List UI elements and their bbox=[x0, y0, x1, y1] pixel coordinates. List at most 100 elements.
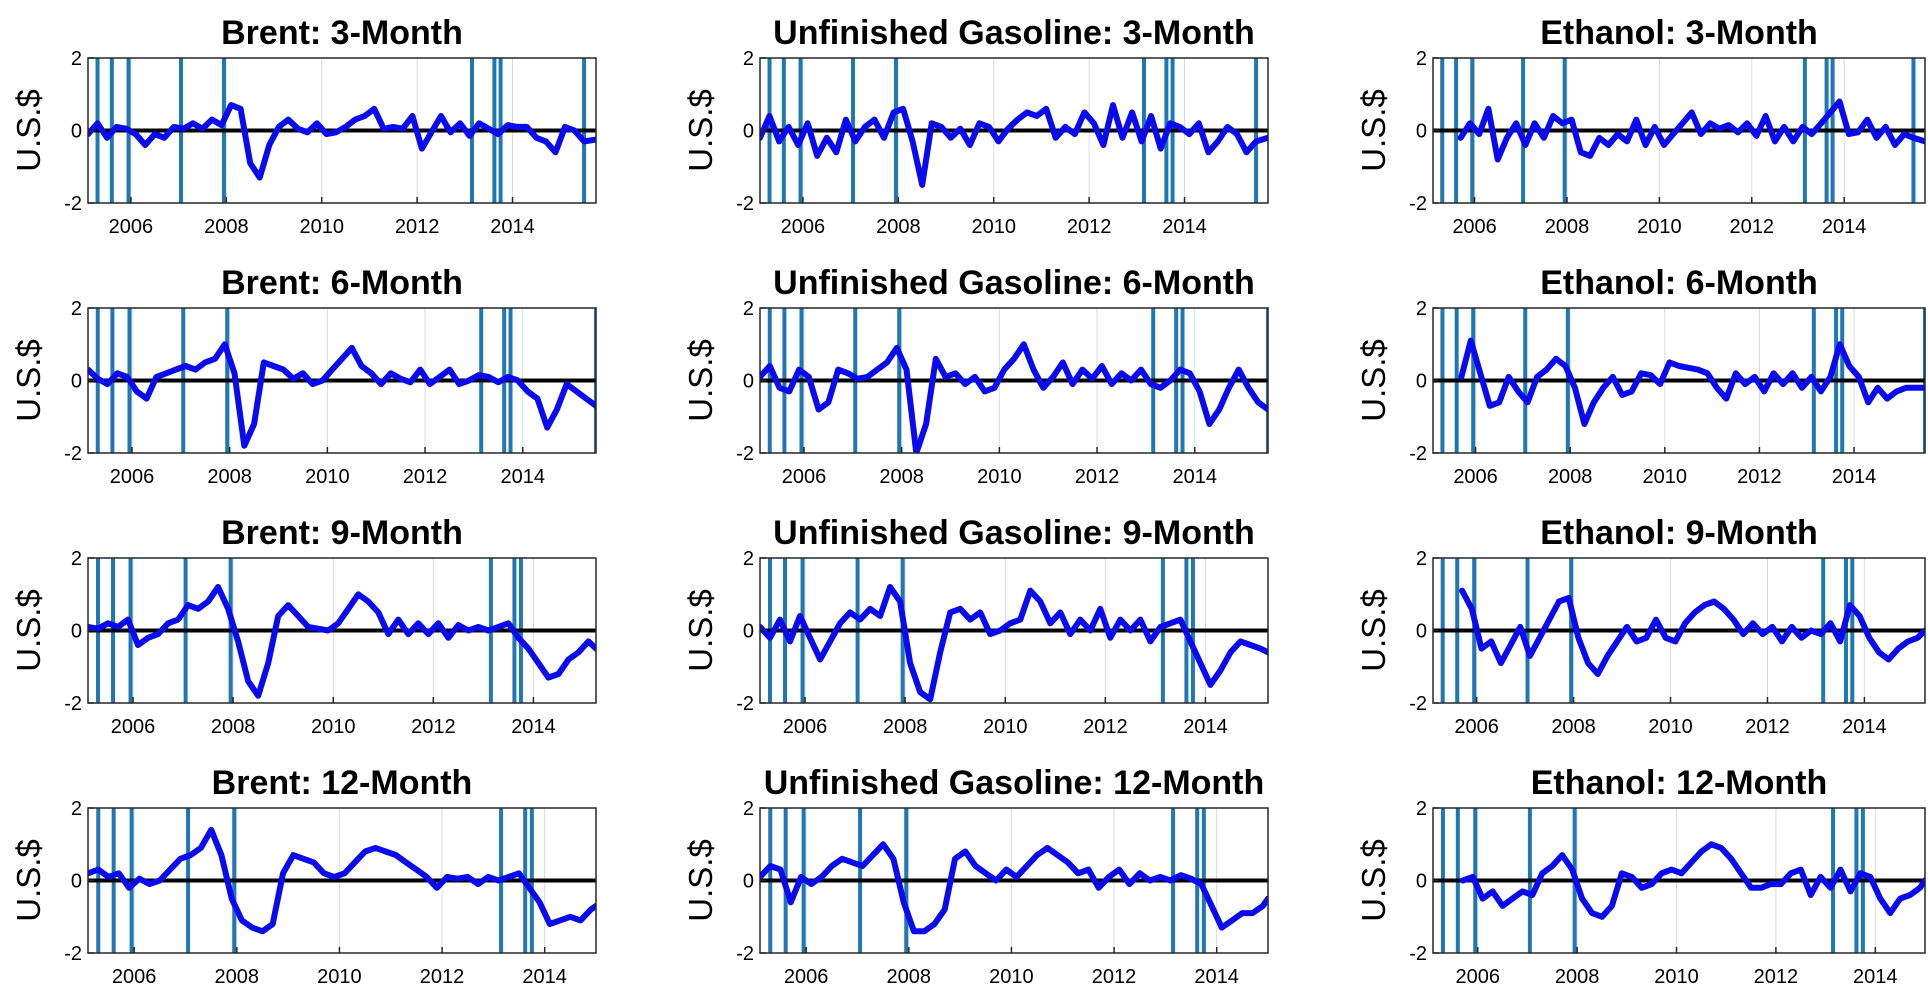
x-tick-label: 2010 bbox=[1648, 716, 1693, 738]
series-line bbox=[760, 341, 1268, 453]
x-tick-label: 2008 bbox=[883, 716, 928, 738]
y-tick-label: -2 bbox=[64, 443, 82, 465]
y-tick-label: 2 bbox=[1416, 48, 1427, 70]
x-tick-label: 2014 bbox=[1853, 966, 1898, 988]
x-tick-label: 2006 bbox=[782, 466, 827, 488]
subplot: -2 0 2 2006 2008 2010 2012 2014 Unfinished Gasol… bbox=[682, 514, 1269, 738]
chart-title: Ethanol: 6-Month bbox=[1540, 264, 1818, 302]
x-tick-label: 2006 bbox=[112, 966, 157, 988]
chart-title: Ethanol: 12-Month bbox=[1531, 764, 1828, 802]
series-line bbox=[1458, 337, 1925, 427]
y-tick-label: 0 bbox=[743, 621, 754, 643]
x-tick-label: 2014 bbox=[1194, 966, 1239, 988]
y-axis-label: U.S.$ bbox=[682, 589, 719, 672]
y-tick-label: 2 bbox=[1416, 548, 1427, 570]
subplot: -2 0 2 2006 2008 2010 2012 2014 Brent: 12-Month U… bbox=[10, 764, 597, 988]
series-line bbox=[1459, 587, 1925, 677]
y-axis-label: U.S.$ bbox=[1355, 839, 1392, 922]
x-tick-label: 2008 bbox=[879, 466, 924, 488]
y-tick-label: 0 bbox=[1416, 121, 1427, 143]
subplot: -2 0 2 2006 2008 2010 2012 2014 Brent: 9-Month U.… bbox=[10, 514, 597, 738]
x-tick-label: 2012 bbox=[1737, 466, 1782, 488]
y-tick-label: 0 bbox=[743, 871, 754, 893]
x-tick-label: 2006 bbox=[110, 466, 155, 488]
x-tick-label: 2006 bbox=[1453, 466, 1498, 488]
y-tick-label: -2 bbox=[736, 693, 754, 715]
x-tick-label: 2014 bbox=[1162, 216, 1207, 238]
x-tick-label: 2008 bbox=[1555, 966, 1600, 988]
y-tick-label: 0 bbox=[1416, 371, 1427, 393]
x-tick-label: 2012 bbox=[1075, 466, 1120, 488]
chart-title: Unfinished Gasoline: 12-Month bbox=[764, 764, 1265, 802]
x-tick-label: 2010 bbox=[311, 716, 356, 738]
x-tick-label: 2012 bbox=[411, 716, 456, 738]
x-tick-label: 2006 bbox=[109, 216, 154, 238]
x-tick-label: 2010 bbox=[299, 216, 344, 238]
y-tick-label: -2 bbox=[1409, 443, 1427, 465]
y-tick-label: 2 bbox=[1416, 798, 1427, 820]
subplot: -2 0 2 2006 2008 2010 2012 2014 Ethanol: 6-Month… bbox=[1355, 264, 1926, 488]
chart-title: Ethanol: 9-Month bbox=[1540, 514, 1818, 552]
y-tick-label: -2 bbox=[736, 943, 754, 965]
y-tick-label: 2 bbox=[743, 298, 754, 320]
y-axis-label: U.S.$ bbox=[10, 839, 47, 922]
x-tick-label: 2014 bbox=[1183, 716, 1228, 738]
subplot: -2 0 2 2006 2008 2010 2012 2014 Ethanol: 9-Month… bbox=[1355, 514, 1926, 738]
x-tick-label: 2012 bbox=[403, 466, 448, 488]
y-tick-label: -2 bbox=[1409, 193, 1427, 215]
y-axis-label: U.S.$ bbox=[682, 339, 719, 422]
y-tick-label: -2 bbox=[64, 693, 82, 715]
subplot: -2 0 2 2006 2008 2010 2012 2014 Brent: 3-Month U.… bbox=[10, 14, 597, 238]
x-tick-label: 2014 bbox=[1822, 216, 1867, 238]
y-tick-label: -2 bbox=[736, 193, 754, 215]
chart-title: Unfinished Gasoline: 9-Month bbox=[773, 514, 1255, 552]
x-tick-label: 2006 bbox=[111, 716, 156, 738]
x-tick-label: 2012 bbox=[395, 216, 440, 238]
y-axis-label: U.S.$ bbox=[1355, 339, 1392, 422]
y-tick-label: 0 bbox=[71, 871, 82, 893]
x-tick-label: 2012 bbox=[1745, 716, 1790, 738]
y-axis-label: U.S.$ bbox=[10, 89, 47, 172]
x-tick-label: 2008 bbox=[1545, 216, 1590, 238]
series-line bbox=[88, 341, 596, 449]
y-tick-label: 0 bbox=[743, 121, 754, 143]
y-tick-label: 0 bbox=[1416, 871, 1427, 893]
y-tick-label: 0 bbox=[71, 371, 82, 393]
chart-title: Unfinished Gasoline: 6-Month bbox=[773, 264, 1255, 302]
series-line bbox=[760, 841, 1268, 935]
x-tick-label: 2006 bbox=[781, 216, 826, 238]
x-tick-label: 2014 bbox=[1832, 466, 1877, 488]
x-tick-label: 2014 bbox=[500, 466, 545, 488]
x-tick-label: 2012 bbox=[1067, 216, 1112, 238]
y-tick-label: 0 bbox=[71, 621, 82, 643]
y-tick-label: 2 bbox=[71, 798, 82, 820]
subplot: -2 0 2 2006 2008 2010 2012 2014 Ethanol: 12-Mont… bbox=[1355, 764, 1926, 988]
subplot: -2 0 2 2006 2008 2010 2012 2014 Unfinished Gasol… bbox=[682, 264, 1269, 488]
y-tick-label: 2 bbox=[71, 48, 82, 70]
series-line bbox=[760, 102, 1268, 188]
chart-title: Brent: 12-Month bbox=[212, 764, 473, 802]
x-tick-label: 2010 bbox=[1654, 966, 1699, 988]
x-tick-label: 2014 bbox=[1842, 716, 1887, 738]
x-tick-label: 2006 bbox=[783, 716, 828, 738]
y-tick-label: -2 bbox=[736, 443, 754, 465]
y-tick-label: 2 bbox=[743, 48, 754, 70]
chart-title: Brent: 6-Month bbox=[221, 264, 463, 302]
x-tick-label: 2008 bbox=[1548, 466, 1593, 488]
y-axis-label: U.S.$ bbox=[10, 339, 47, 422]
y-tick-label: -2 bbox=[1409, 943, 1427, 965]
series-line bbox=[1459, 841, 1925, 920]
x-tick-label: 2012 bbox=[1083, 716, 1128, 738]
x-tick-label: 2008 bbox=[1551, 716, 1596, 738]
x-tick-label: 2008 bbox=[204, 216, 249, 238]
x-tick-label: 2014 bbox=[511, 716, 556, 738]
y-tick-label: 0 bbox=[743, 371, 754, 393]
x-tick-label: 2014 bbox=[1172, 466, 1217, 488]
x-tick-label: 2014 bbox=[522, 966, 567, 988]
x-tick-label: 2008 bbox=[215, 966, 260, 988]
x-tick-label: 2012 bbox=[1754, 966, 1799, 988]
x-tick-label: 2010 bbox=[971, 216, 1016, 238]
y-tick-label: 2 bbox=[743, 548, 754, 570]
y-axis-label: U.S.$ bbox=[1355, 89, 1392, 172]
y-axis-label: U.S.$ bbox=[10, 589, 47, 672]
